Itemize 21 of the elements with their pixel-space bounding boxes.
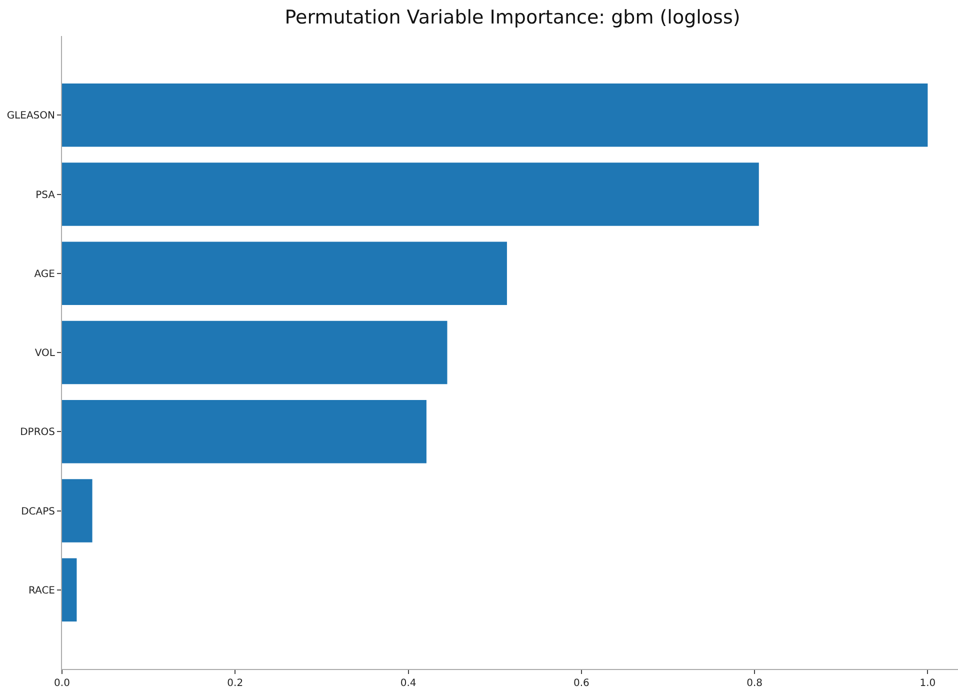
bar xyxy=(62,83,928,147)
bar xyxy=(62,479,92,542)
x-tick-label: 0.0 xyxy=(54,678,70,689)
x-tick-label: 1.0 xyxy=(920,678,936,689)
x-tick-label: 0.2 xyxy=(227,678,244,689)
x-tick-label: 0.6 xyxy=(573,678,590,689)
y-tick-label: PSA xyxy=(36,190,56,201)
y-tick-label: RACE xyxy=(28,585,55,596)
bar xyxy=(62,242,507,306)
bar xyxy=(62,162,759,226)
y-tick-label: AGE xyxy=(34,268,55,280)
bar xyxy=(62,558,77,622)
chart-title: Permutation Variable Importance: gbm (logloss) xyxy=(284,6,740,29)
y-tick-label: DCAPS xyxy=(21,506,55,518)
x-tick-label: 0.4 xyxy=(400,678,416,689)
x-tick-label: 0.8 xyxy=(746,678,763,689)
bar xyxy=(62,320,448,384)
y-tick-label: VOL xyxy=(34,348,56,359)
bar xyxy=(62,400,426,464)
y-tick-label: DPROS xyxy=(20,427,55,438)
y-tick-label: GLEASON xyxy=(6,110,55,122)
